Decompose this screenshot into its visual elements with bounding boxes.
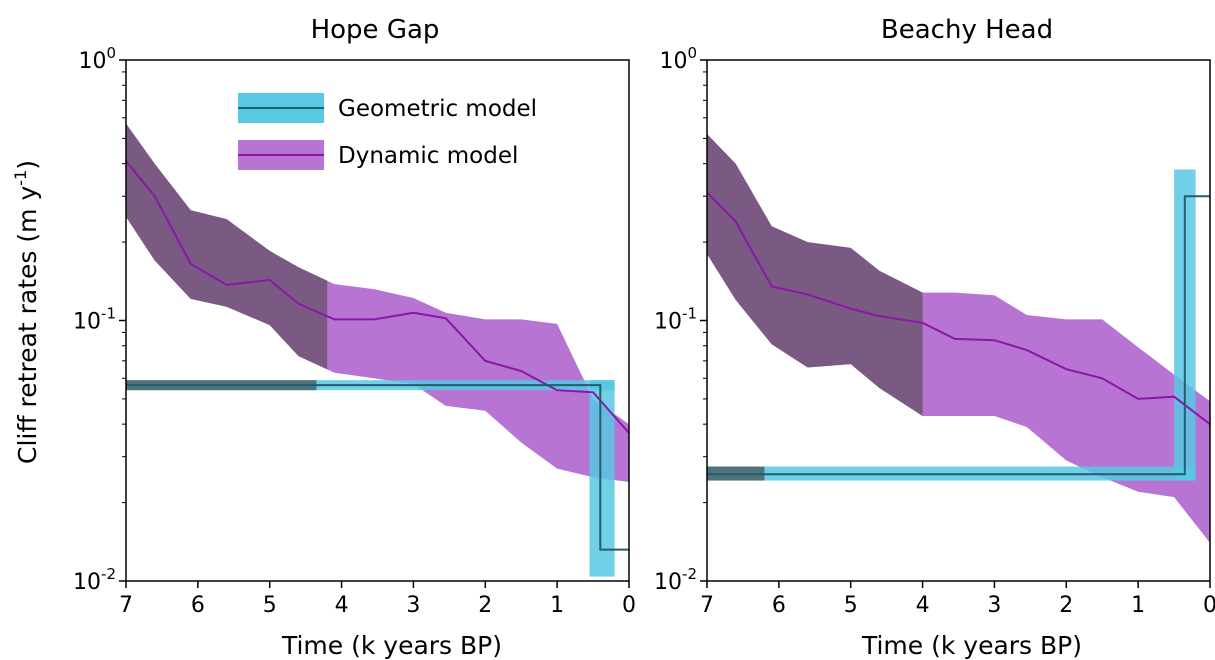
legend-label: Geometric model xyxy=(338,96,537,122)
x-tick-label: 5 xyxy=(263,593,277,618)
legend: Geometric model Dynamic model xyxy=(238,93,537,170)
hope-gap-panel: Hope Gap 7 6 5 4 3 2 1 0 100 10-1 10-2 Time (k yea… xyxy=(73,15,636,660)
y-tick-label: 10-1 xyxy=(73,305,116,335)
x-tick-label: 7 xyxy=(119,593,133,618)
x-tick-label: 7 xyxy=(700,593,714,618)
x-tick-label: 4 xyxy=(916,593,930,618)
x-tick-label: 1 xyxy=(550,593,564,618)
x-tick-label: 6 xyxy=(191,593,205,618)
dynamic-model-band-early xyxy=(707,134,923,416)
beachy-head-plot-area: 7 6 5 4 3 2 1 0 100 10-1 10-2 xyxy=(654,44,1215,618)
x-tick-label: 3 xyxy=(987,593,1001,618)
dynamic-model-band xyxy=(126,123,629,482)
x-tick-label: 6 xyxy=(772,593,786,618)
y-axis-label: Cliff retreat rates (m y-1) xyxy=(11,160,42,464)
x-tick-label: 0 xyxy=(1203,593,1215,618)
dynamic-model-line xyxy=(126,160,629,434)
geometric-model-line xyxy=(126,384,629,551)
hope-gap-plot-area: 7 6 5 4 3 2 1 0 100 10-1 10-2 xyxy=(73,44,636,618)
x-tick-label: 3 xyxy=(406,593,420,618)
y-tick-label: 100 xyxy=(78,44,116,74)
y-tick-label: 100 xyxy=(659,44,697,74)
y-tick-label: 10-2 xyxy=(654,565,697,595)
x-tick-label: 5 xyxy=(844,593,858,618)
x-tick-label: 1 xyxy=(1131,593,1145,618)
geometric-model-band-step xyxy=(589,380,615,577)
x-tick-label: 2 xyxy=(1059,593,1073,618)
hope-gap-xlabel: Time (k years BP) xyxy=(281,631,502,660)
legend-label: Dynamic model xyxy=(338,143,518,169)
x-tick-label: 2 xyxy=(478,593,492,618)
x-tick-label: 4 xyxy=(335,593,349,618)
hope-gap-title: Hope Gap xyxy=(311,15,440,45)
beachy-head-panel: Beachy Head 7 6 5 4 3 2 1 0 100 10-1 10-2 Time (k … xyxy=(654,15,1215,660)
y-tick-label: 10-1 xyxy=(654,305,697,335)
y-tick-label: 10-2 xyxy=(73,565,116,595)
dynamic-model-line xyxy=(707,191,1210,425)
beachy-head-xlabel: Time (k years BP) xyxy=(861,631,1082,660)
dynamic-model-band-early xyxy=(126,123,328,370)
geometric-model-line xyxy=(707,195,1210,476)
x-tick-label: 0 xyxy=(622,593,636,618)
beachy-head-title: Beachy Head xyxy=(881,15,1053,45)
